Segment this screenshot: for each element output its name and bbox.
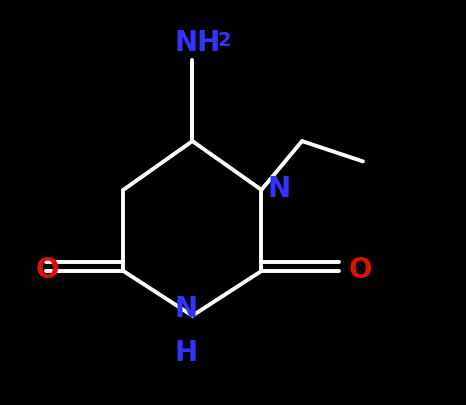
Text: O: O (36, 256, 60, 283)
Text: NH: NH (174, 29, 220, 56)
Text: N: N (267, 175, 291, 202)
Text: O: O (349, 256, 372, 283)
Text: H: H (175, 338, 198, 366)
Text: N: N (175, 294, 198, 322)
Text: 2: 2 (218, 30, 232, 49)
